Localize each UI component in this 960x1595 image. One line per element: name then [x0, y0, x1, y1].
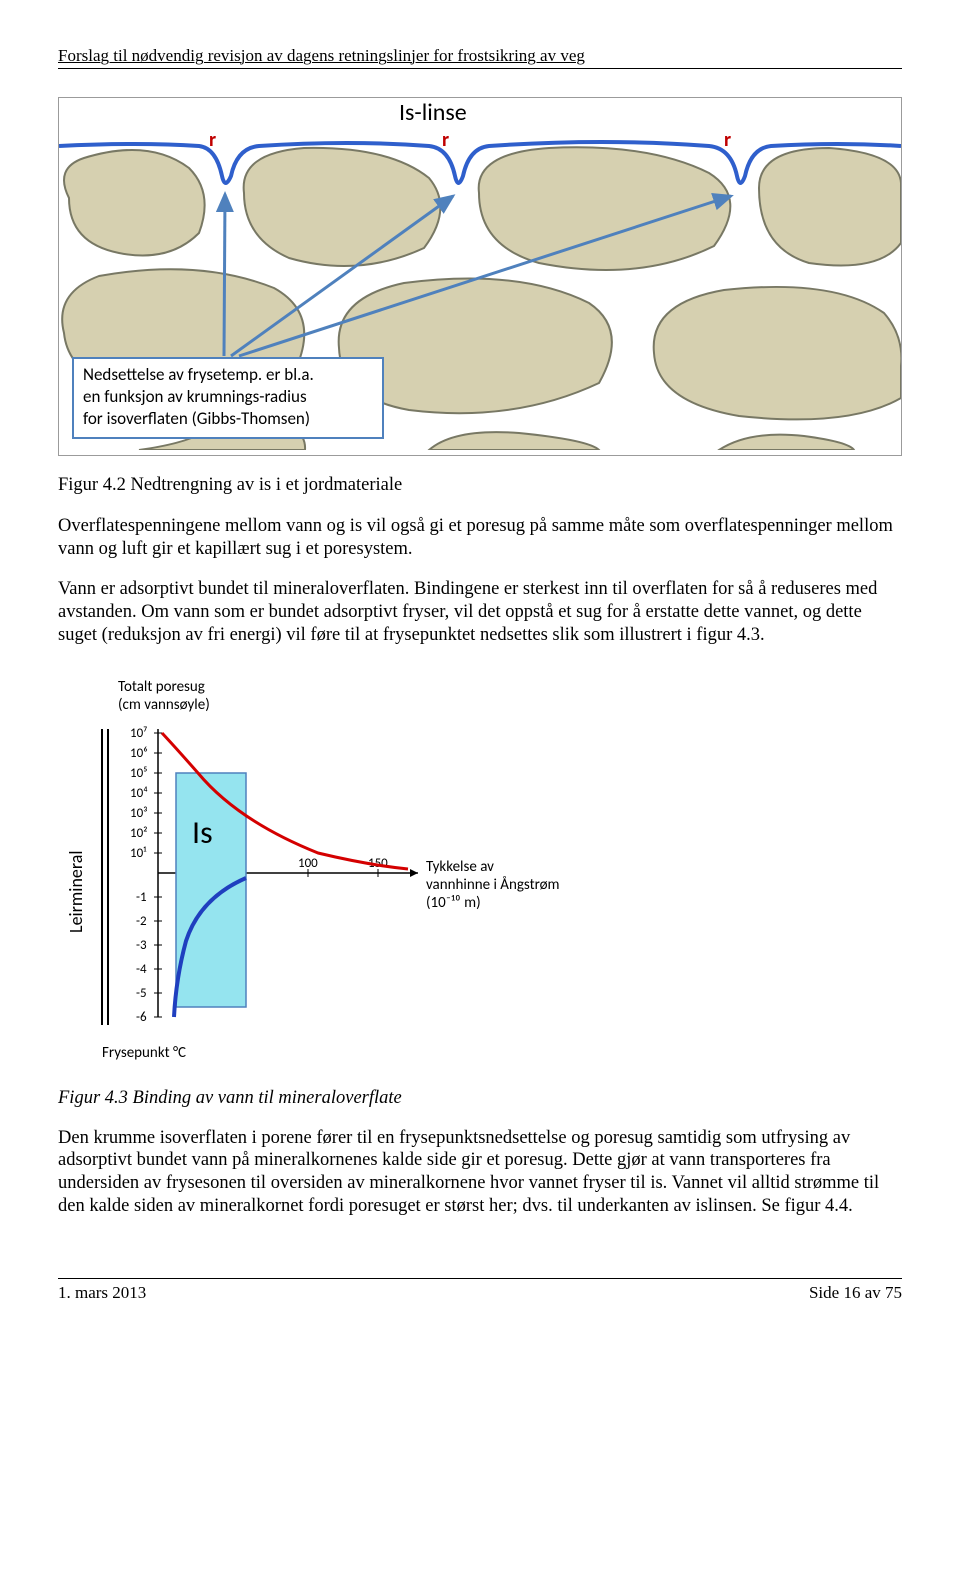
header-text: Forslag til nødvendig revisjon av dagens… [58, 46, 585, 65]
svg-text:10³: 10³ [130, 806, 148, 821]
leirmineral-label: Leirmineral [65, 850, 87, 933]
is-label: Is [192, 813, 213, 852]
y-upper-label-2: (cm vannsøyle) [118, 696, 210, 714]
svg-text:100: 100 [298, 856, 318, 871]
svg-text:-5: -5 [136, 986, 147, 1001]
svg-text:-6: -6 [136, 1010, 147, 1025]
svg-text:-2: -2 [136, 914, 147, 929]
svg-text:10⁶: 10⁶ [130, 746, 148, 761]
r-label-1: r [209, 128, 216, 152]
r-label-2: r [442, 128, 449, 152]
callout-line-3: for isoverflaten (Gibbs-Thomsen) [83, 408, 310, 429]
x-title-2: vannhinne i Ångstrøm [426, 876, 560, 894]
footer-date: 1. mars 2013 [58, 1283, 146, 1303]
paragraph-1: Overflatespenningene mellom vann og is v… [58, 515, 902, 561]
footer-page: Side 16 av 75 [809, 1283, 902, 1303]
frysepunkt-label: Frysepunkt °C [102, 1044, 186, 1062]
svg-text:10⁵: 10⁵ [130, 766, 147, 781]
callout-line-1: Nedsettelse av frysetemp. er bl.a. [83, 364, 314, 385]
svg-text:-1: -1 [136, 890, 147, 905]
paragraph-2: Vann er adsorptivt bundet til mineralove… [58, 578, 902, 646]
paragraph-3: Den krumme isoverflaten i porene fører t… [58, 1127, 902, 1218]
y-upper-label-1: Totalt poresug [118, 678, 205, 696]
figure-4-2-caption: Figur 4.2 Nedtrengning av is i et jordma… [58, 474, 902, 497]
svg-text:10⁷: 10⁷ [130, 726, 147, 741]
svg-text:10²: 10² [130, 826, 148, 841]
x-title-1: Tykkelse av [426, 858, 494, 876]
svg-text:-3: -3 [136, 938, 147, 953]
r-label-3: r [724, 128, 731, 152]
figure-4-3-chart: Leirmineral Totalt poresug (cm vannsøyle… [58, 673, 902, 1068]
callout-line-2: en funksjon av krumnings-radius [83, 386, 307, 407]
page-footer: 1. mars 2013 Side 16 av 75 [58, 1278, 902, 1303]
page-header: Forslag til nødvendig revisjon av dagens… [58, 46, 902, 69]
svg-text:10⁴: 10⁴ [130, 786, 148, 801]
figure-4-3-caption: Figur 4.3 Binding av vann til mineralove… [58, 1088, 902, 1109]
is-linse-label: Is-linse [399, 98, 467, 127]
svg-text:-4: -4 [136, 962, 147, 977]
svg-text:10¹: 10¹ [130, 846, 147, 861]
figure-4-2-diagram: r r r Is-linse Nedsettelse av frysetemp. [58, 97, 902, 456]
x-title-3: (10⁻¹⁰ m) [426, 894, 481, 912]
